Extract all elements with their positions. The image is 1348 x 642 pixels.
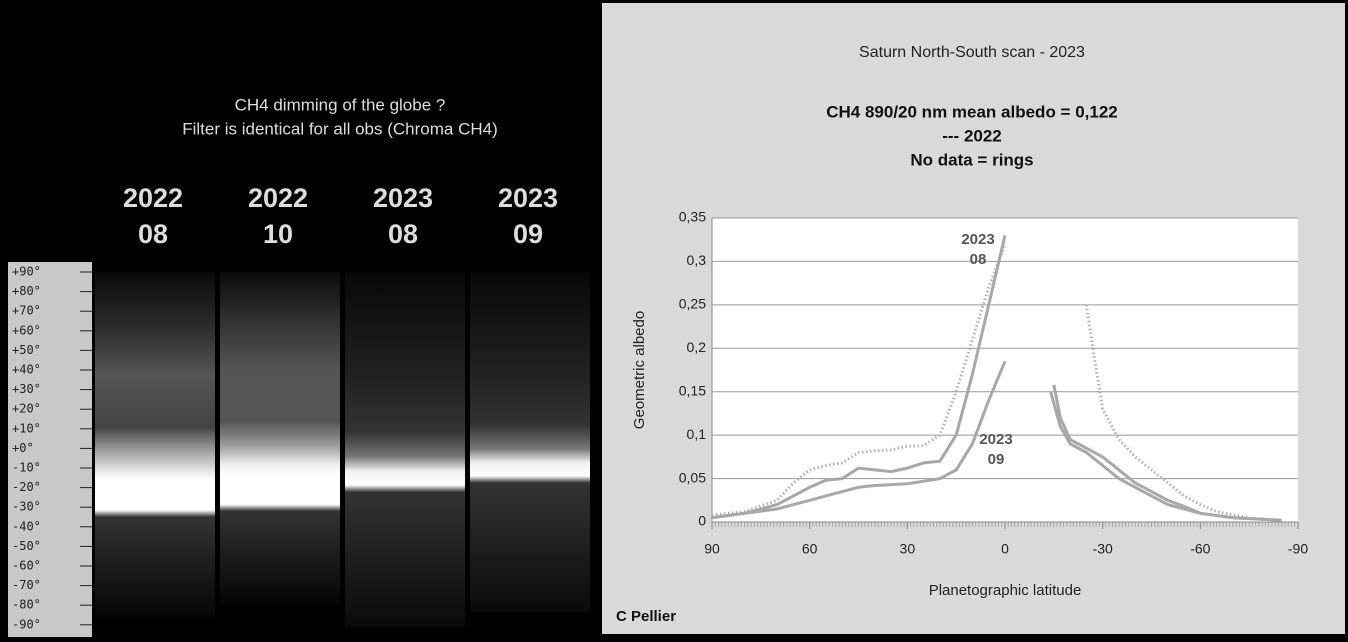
x-tick-label: -30 <box>1093 541 1113 557</box>
latitude-label: +80° <box>12 284 41 298</box>
annotation: 09 <box>988 451 1005 468</box>
image-strip <box>470 272 590 612</box>
latitude-scale <box>8 262 92 637</box>
annotation: 08 <box>970 251 987 268</box>
latitude-label: +70° <box>12 304 41 318</box>
column-label: 2022 <box>123 183 183 213</box>
latitude-label: -60° <box>12 559 41 573</box>
latitude-label: -90° <box>12 617 41 631</box>
latitude-label: +20° <box>12 402 41 416</box>
y-tick-label: 0,25 <box>679 296 706 312</box>
column-label: 10 <box>263 219 293 249</box>
column-label: 08 <box>388 219 418 249</box>
line-series <box>711 243 1250 520</box>
latitude-label: +30° <box>12 382 41 396</box>
latitude-label: +10° <box>12 421 41 435</box>
x-tick-label: 90 <box>704 541 720 557</box>
latitude-label: +60° <box>12 323 41 337</box>
column-label: 2023 <box>373 183 433 213</box>
latitude-label: +50° <box>12 343 41 357</box>
image-strip <box>220 272 340 604</box>
chart-subtitle: CH4 890/20 nm mean albedo = 0,122 <box>826 102 1118 121</box>
y-tick-label: 0,35 <box>679 209 706 225</box>
x-tick-label: 60 <box>802 541 818 557</box>
latitude-label: -30° <box>12 500 41 514</box>
column-label: 2023 <box>498 183 558 213</box>
line-series <box>711 360 1266 521</box>
image-strip <box>345 272 465 627</box>
y-tick-label: 0,2 <box>687 339 707 355</box>
latitude-label: +0° <box>12 441 34 455</box>
chart-subtitle: --- 2022 <box>942 126 1002 145</box>
latitude-label: -20° <box>12 480 41 494</box>
latitude-label: -40° <box>12 519 41 533</box>
latitude-label: +90° <box>12 265 41 279</box>
x-tick-label: 30 <box>900 541 916 557</box>
chart-subtitle: No data = rings <box>910 150 1033 169</box>
y-tick-label: 0,3 <box>687 252 707 268</box>
x-tick-label: -90 <box>1288 541 1308 557</box>
latitude-label: +40° <box>12 363 41 377</box>
panel-title: CH4 dimming of the globe ? <box>235 95 446 114</box>
latitude-label: -10° <box>12 461 41 475</box>
column-label: 09 <box>513 219 543 249</box>
y-axis-label: Geometric albedo <box>631 311 648 429</box>
plot-area <box>712 218 1298 522</box>
column-label: 08 <box>138 219 168 249</box>
latitude-label: -80° <box>12 598 41 612</box>
y-tick-label: 0,15 <box>679 382 706 398</box>
x-axis-label: Planetographic latitude <box>929 582 1082 599</box>
chart-title: Saturn North-South scan - 2023 <box>859 44 1085 61</box>
image-strip <box>95 272 215 617</box>
latitude-label: -70° <box>12 578 41 592</box>
y-tick-label: 0,05 <box>679 469 706 485</box>
x-tick-label: -60 <box>1190 541 1210 557</box>
annotation: 2023 <box>961 231 994 248</box>
column-label: 2022 <box>248 183 308 213</box>
latitude-label: -50° <box>12 539 41 553</box>
x-tick-label: 0 <box>1001 541 1009 557</box>
y-tick-label: 0 <box>698 513 706 529</box>
y-tick-label: 0,1 <box>687 426 707 442</box>
credit: C Pellier <box>616 608 676 625</box>
annotation: 2023 <box>979 431 1012 448</box>
panel-title: Filter is identical for all obs (Chroma … <box>182 119 498 138</box>
